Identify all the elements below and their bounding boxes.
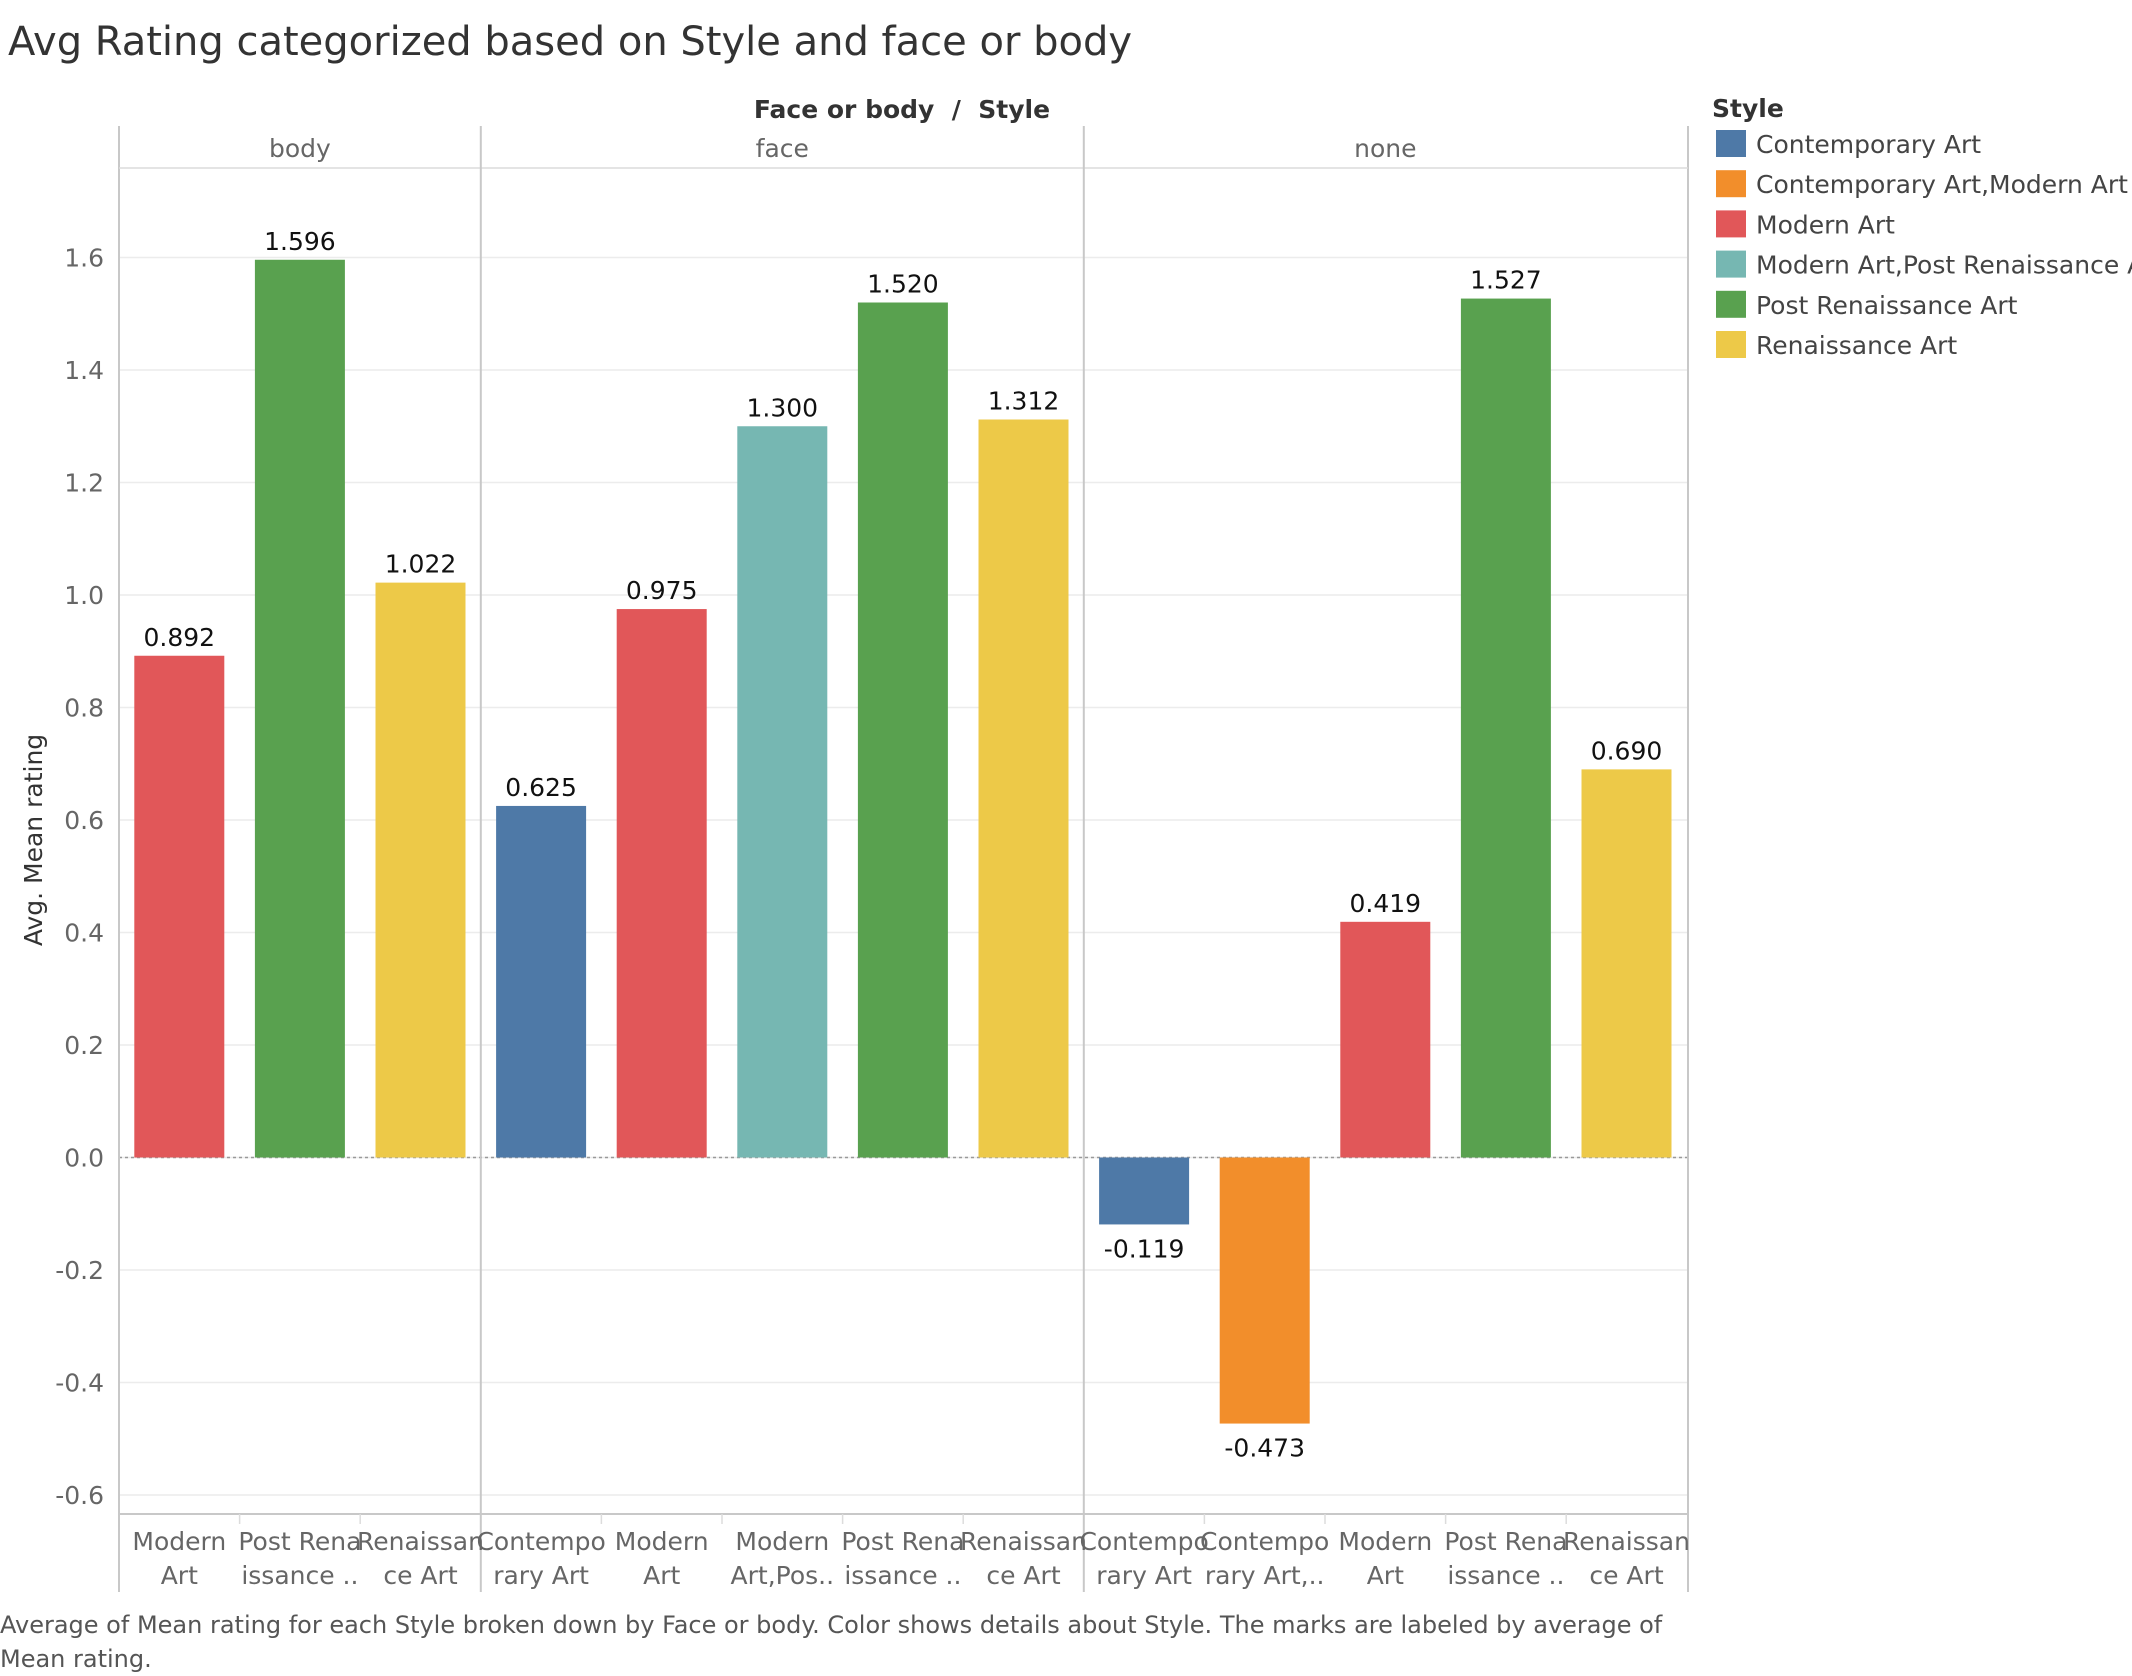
x-tick-label: issance .. — [241, 1561, 358, 1590]
legend-item-label: Post Renaissance Art — [1756, 291, 2018, 320]
x-tick-label: Renaissan — [357, 1527, 484, 1556]
bar — [496, 805, 587, 1158]
data-label: 0.690 — [1591, 736, 1663, 765]
bar — [1581, 769, 1672, 1158]
y-tick-label: 0.4 — [64, 919, 104, 948]
x-tick-label: Post Rena — [238, 1527, 361, 1556]
legend-swatch — [1716, 290, 1746, 318]
y-tick-label: 1.4 — [64, 356, 104, 385]
panel-face: face 0.625 Contempo rary Art 0.975 Modern Art 1… — [476, 126, 1087, 1592]
data-label: -0.119 — [1104, 1234, 1185, 1263]
x-tick-label: Modern — [1338, 1527, 1432, 1556]
chart-panels: body 0.892 Modern Art 1.596 Post Rena issance … — [118, 126, 1690, 1592]
legend-swatch — [1716, 331, 1746, 358]
x-tick-label: rary Art — [1096, 1561, 1192, 1590]
legend-item-label: Modern Art — [1756, 210, 1895, 239]
x-tick-label: ce Art — [986, 1561, 1060, 1590]
legend-swatch — [1716, 250, 1746, 278]
bar — [254, 259, 345, 1158]
x-tick-label: Post Rena — [1444, 1527, 1567, 1556]
x-tick-label: Contempo — [1079, 1527, 1208, 1556]
bar — [857, 302, 948, 1158]
y-tick-label: 1.2 — [64, 469, 104, 498]
data-label: 0.892 — [144, 623, 216, 652]
x-tick-label: Renaissan — [1563, 1527, 1690, 1556]
legend: Style Contemporary Art Contemporary Art,M… — [1712, 94, 2132, 360]
bar — [375, 582, 466, 1158]
x-tick-label: issance .. — [844, 1561, 961, 1590]
x-tick-label: rary Art — [493, 1561, 589, 1590]
x-tick-label: ce Art — [383, 1561, 457, 1590]
x-tick-label: Post Rena — [841, 1527, 964, 1556]
legend-swatch — [1716, 170, 1746, 198]
legend-swatch — [1716, 210, 1746, 238]
y-axis-label: Avg. Mean rating — [19, 734, 48, 946]
panel-none: none -0.119 Contempo rary Art -0.473 Contempo… — [1079, 134, 1690, 1590]
legend-item-label: Contemporary Art,Modern Art — [1756, 170, 2128, 199]
data-label: 1.312 — [988, 387, 1060, 416]
x-tick-label: ce Art — [1589, 1561, 1663, 1590]
x-tick-label: Art,Pos.. — [731, 1561, 835, 1590]
legend-item-label: Modern Art,Post Renaissance Art — [1756, 251, 2132, 280]
y-axis-ticks: 1.6 1.4 1.2 1.0 0.8 0.6 0.4 0.2 0.0 -0.2 -0.4 -0.6 — [55, 244, 104, 1511]
y-tick-label: 0.8 — [64, 694, 104, 723]
panel-body: body 0.892 Modern Art 1.596 Post Rena issance … — [132, 126, 484, 1592]
x-tick-label: rary Art,.. — [1205, 1561, 1325, 1590]
legend-item-label: Contemporary Art — [1756, 130, 1981, 159]
data-label: 1.300 — [747, 393, 819, 422]
x-tick-label: Modern — [132, 1527, 226, 1556]
bar — [1219, 1157, 1310, 1424]
y-tick-label: 1.6 — [64, 244, 104, 273]
bar — [134, 655, 225, 1158]
y-tick-label: 0.0 — [64, 1144, 104, 1173]
legend-item-label: Renaissance Art — [1756, 331, 1957, 360]
x-tick-label: Art — [643, 1561, 680, 1590]
chart-caption: Average of Mean rating for each Style br… — [0, 1611, 1663, 1673]
bar — [1099, 1157, 1190, 1225]
bar — [1340, 921, 1431, 1158]
chart-title: Avg Rating categorized based on Style an… — [8, 19, 1132, 65]
bar — [978, 419, 1069, 1158]
x-tick-label: Renaissan — [960, 1527, 1087, 1556]
x-tick-label: Modern — [735, 1527, 829, 1556]
y-tick-label: 0.2 — [64, 1031, 104, 1060]
y-tick-label: 0.6 — [64, 806, 104, 835]
y-tick-label: 1.0 — [64, 581, 104, 610]
y-tick-label: -0.2 — [55, 1256, 104, 1285]
legend-swatch — [1716, 130, 1746, 157]
data-label: 1.596 — [264, 227, 336, 256]
bar — [616, 609, 707, 1158]
x-tick-label: issance .. — [1447, 1561, 1564, 1590]
bar — [737, 426, 828, 1158]
x-tick-label: Art — [1367, 1561, 1404, 1590]
panel-header-body: body — [269, 134, 331, 163]
panel-header-face: face — [756, 134, 809, 163]
x-tick-label: Modern — [615, 1527, 709, 1556]
legend-title: Style — [1712, 94, 1784, 123]
column-header: Face or body / Style — [754, 95, 1050, 124]
data-label: 1.520 — [867, 270, 939, 299]
data-label: 0.419 — [1350, 889, 1422, 918]
data-label: 0.975 — [626, 576, 698, 605]
y-tick-label: -0.4 — [55, 1369, 104, 1398]
data-label: -0.473 — [1224, 1434, 1305, 1463]
data-label: 0.625 — [505, 773, 577, 802]
bar — [1460, 298, 1551, 1158]
data-label: 1.022 — [385, 550, 457, 579]
x-tick-label: Contempo — [476, 1527, 605, 1556]
x-tick-label: Contempo — [1200, 1527, 1329, 1556]
y-tick-label: -0.6 — [55, 1481, 104, 1510]
x-tick-label: Art — [161, 1561, 198, 1590]
panel-header-none: none — [1354, 134, 1416, 163]
data-label: 1.527 — [1470, 266, 1542, 295]
